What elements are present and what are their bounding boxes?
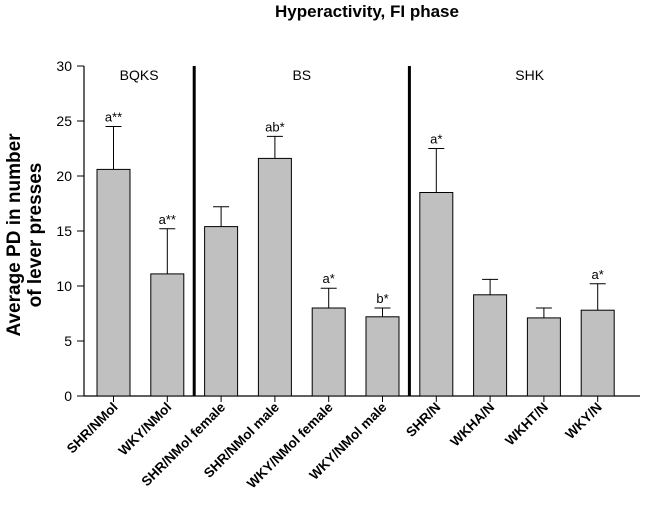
y-tick-label: 20 [56, 168, 72, 184]
y-tick-label: 25 [56, 113, 72, 129]
category-label: SHR/N [403, 400, 443, 440]
bar [257, 157, 292, 397]
category-label: WKY/N [562, 400, 604, 442]
bar [473, 294, 508, 397]
group-label: BQKS [120, 67, 159, 83]
significance-label: a* [323, 271, 335, 286]
y-tick-label: 30 [56, 58, 72, 74]
significance-label: ab* [265, 119, 285, 134]
group-label: BS [292, 67, 311, 83]
category-label: SHR/NMol [64, 400, 121, 457]
bar [96, 168, 131, 397]
y-tick-label: 15 [56, 223, 72, 239]
bar [419, 192, 454, 397]
y-axis-label-line-1: Average PD in number [4, 133, 25, 337]
category-label: WKY/NMol [116, 400, 175, 459]
category-label: WKHT/N [502, 400, 551, 449]
significance-label: a* [430, 132, 442, 147]
bar [526, 317, 561, 397]
bar [204, 226, 239, 397]
y-tick-label: 5 [64, 333, 72, 349]
significance-label: b* [376, 291, 388, 306]
y-tick-label: 0 [64, 388, 72, 404]
bar [365, 316, 400, 397]
bar [150, 273, 185, 397]
y-axis-label: Average PD in number of lever presses [4, 133, 46, 337]
significance-label: a** [105, 110, 122, 125]
category-label: WKHA/N [447, 400, 497, 450]
significance-label: a** [159, 212, 176, 227]
bar [580, 309, 615, 397]
chart-title: Hyperactivity, FI phase [275, 2, 459, 21]
significance-label: a* [592, 267, 604, 282]
bar [311, 307, 346, 397]
group-label: SHK [515, 67, 544, 83]
y-tick-label: 10 [56, 278, 72, 294]
plot-area: 051015202530a**SHR/NMola**WKY/NMolSHR/NM… [56, 58, 640, 491]
y-axis-label-line-2: of lever presses [25, 163, 46, 308]
